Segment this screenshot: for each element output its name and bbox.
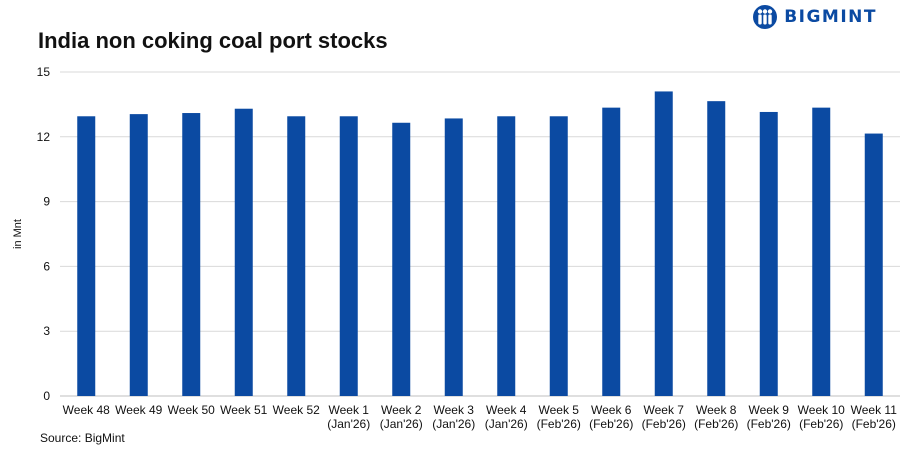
x-tick-label: Week 5 bbox=[539, 403, 580, 417]
x-tick-label: Week 4 bbox=[486, 403, 527, 417]
brand-name: BIGMINT bbox=[784, 7, 877, 27]
y-tick-label: 3 bbox=[43, 324, 50, 338]
x-tick-label: Week 7 bbox=[644, 403, 685, 417]
source-note: Source: BigMint bbox=[40, 431, 125, 445]
x-tick-label: (Jan'26) bbox=[432, 417, 475, 431]
x-tick-label: (Feb'26) bbox=[747, 417, 791, 431]
x-tick-label: Week 2 bbox=[381, 403, 422, 417]
y-tick-label: 12 bbox=[37, 130, 51, 144]
bar bbox=[602, 107, 621, 396]
y-tick-label: 0 bbox=[43, 389, 50, 403]
y-tick-label: 9 bbox=[43, 195, 50, 209]
x-tick-label: (Feb'26) bbox=[589, 417, 633, 431]
y-axis-title: in Mnt bbox=[12, 219, 24, 249]
x-tick-label: Week 48 bbox=[63, 403, 110, 417]
x-tick-label: Week 50 bbox=[168, 403, 215, 417]
x-tick-label: (Feb'26) bbox=[642, 417, 686, 431]
y-tick-label: 15 bbox=[37, 65, 51, 79]
x-tick-label: Week 11 bbox=[851, 403, 898, 417]
bar bbox=[654, 91, 673, 396]
x-tick-label: (Feb'26) bbox=[852, 417, 896, 431]
x-tick-label: (Jan'26) bbox=[327, 417, 370, 431]
x-tick-label: Week 51 bbox=[220, 403, 267, 417]
x-tick-label: (Feb'26) bbox=[537, 417, 581, 431]
bar bbox=[444, 118, 463, 396]
bar bbox=[497, 116, 516, 396]
bar bbox=[812, 107, 831, 396]
bar bbox=[77, 116, 96, 396]
x-tick-label: Week 1 bbox=[329, 403, 370, 417]
bar bbox=[287, 116, 306, 396]
x-tick-label: (Jan'26) bbox=[485, 417, 528, 431]
bigmint-logo-icon bbox=[753, 5, 778, 29]
bar bbox=[234, 108, 253, 396]
x-tick-label: Week 3 bbox=[434, 403, 475, 417]
x-tick-label: Week 8 bbox=[696, 403, 737, 417]
x-tick-label: (Feb'26) bbox=[799, 417, 843, 431]
y-tick-label: 6 bbox=[43, 259, 50, 273]
x-tick-label: Week 49 bbox=[115, 403, 162, 417]
bar bbox=[707, 101, 726, 396]
x-tick-label: Week 6 bbox=[591, 403, 632, 417]
bar bbox=[129, 114, 148, 397]
bar bbox=[182, 113, 201, 396]
bar bbox=[339, 116, 358, 396]
bar bbox=[759, 111, 778, 397]
x-tick-label: Week 10 bbox=[798, 403, 845, 417]
bar bbox=[392, 122, 411, 396]
brand-logo: BIGMINT bbox=[752, 4, 877, 30]
x-tick-label: (Feb'26) bbox=[694, 417, 738, 431]
chart-title: India non coking coal port stocks bbox=[38, 28, 388, 53]
x-tick-label: (Jan'26) bbox=[380, 417, 423, 431]
bar bbox=[549, 116, 568, 396]
bar bbox=[864, 133, 883, 396]
x-tick-label: Week 52 bbox=[273, 403, 320, 417]
x-tick-label: Week 9 bbox=[749, 403, 790, 417]
